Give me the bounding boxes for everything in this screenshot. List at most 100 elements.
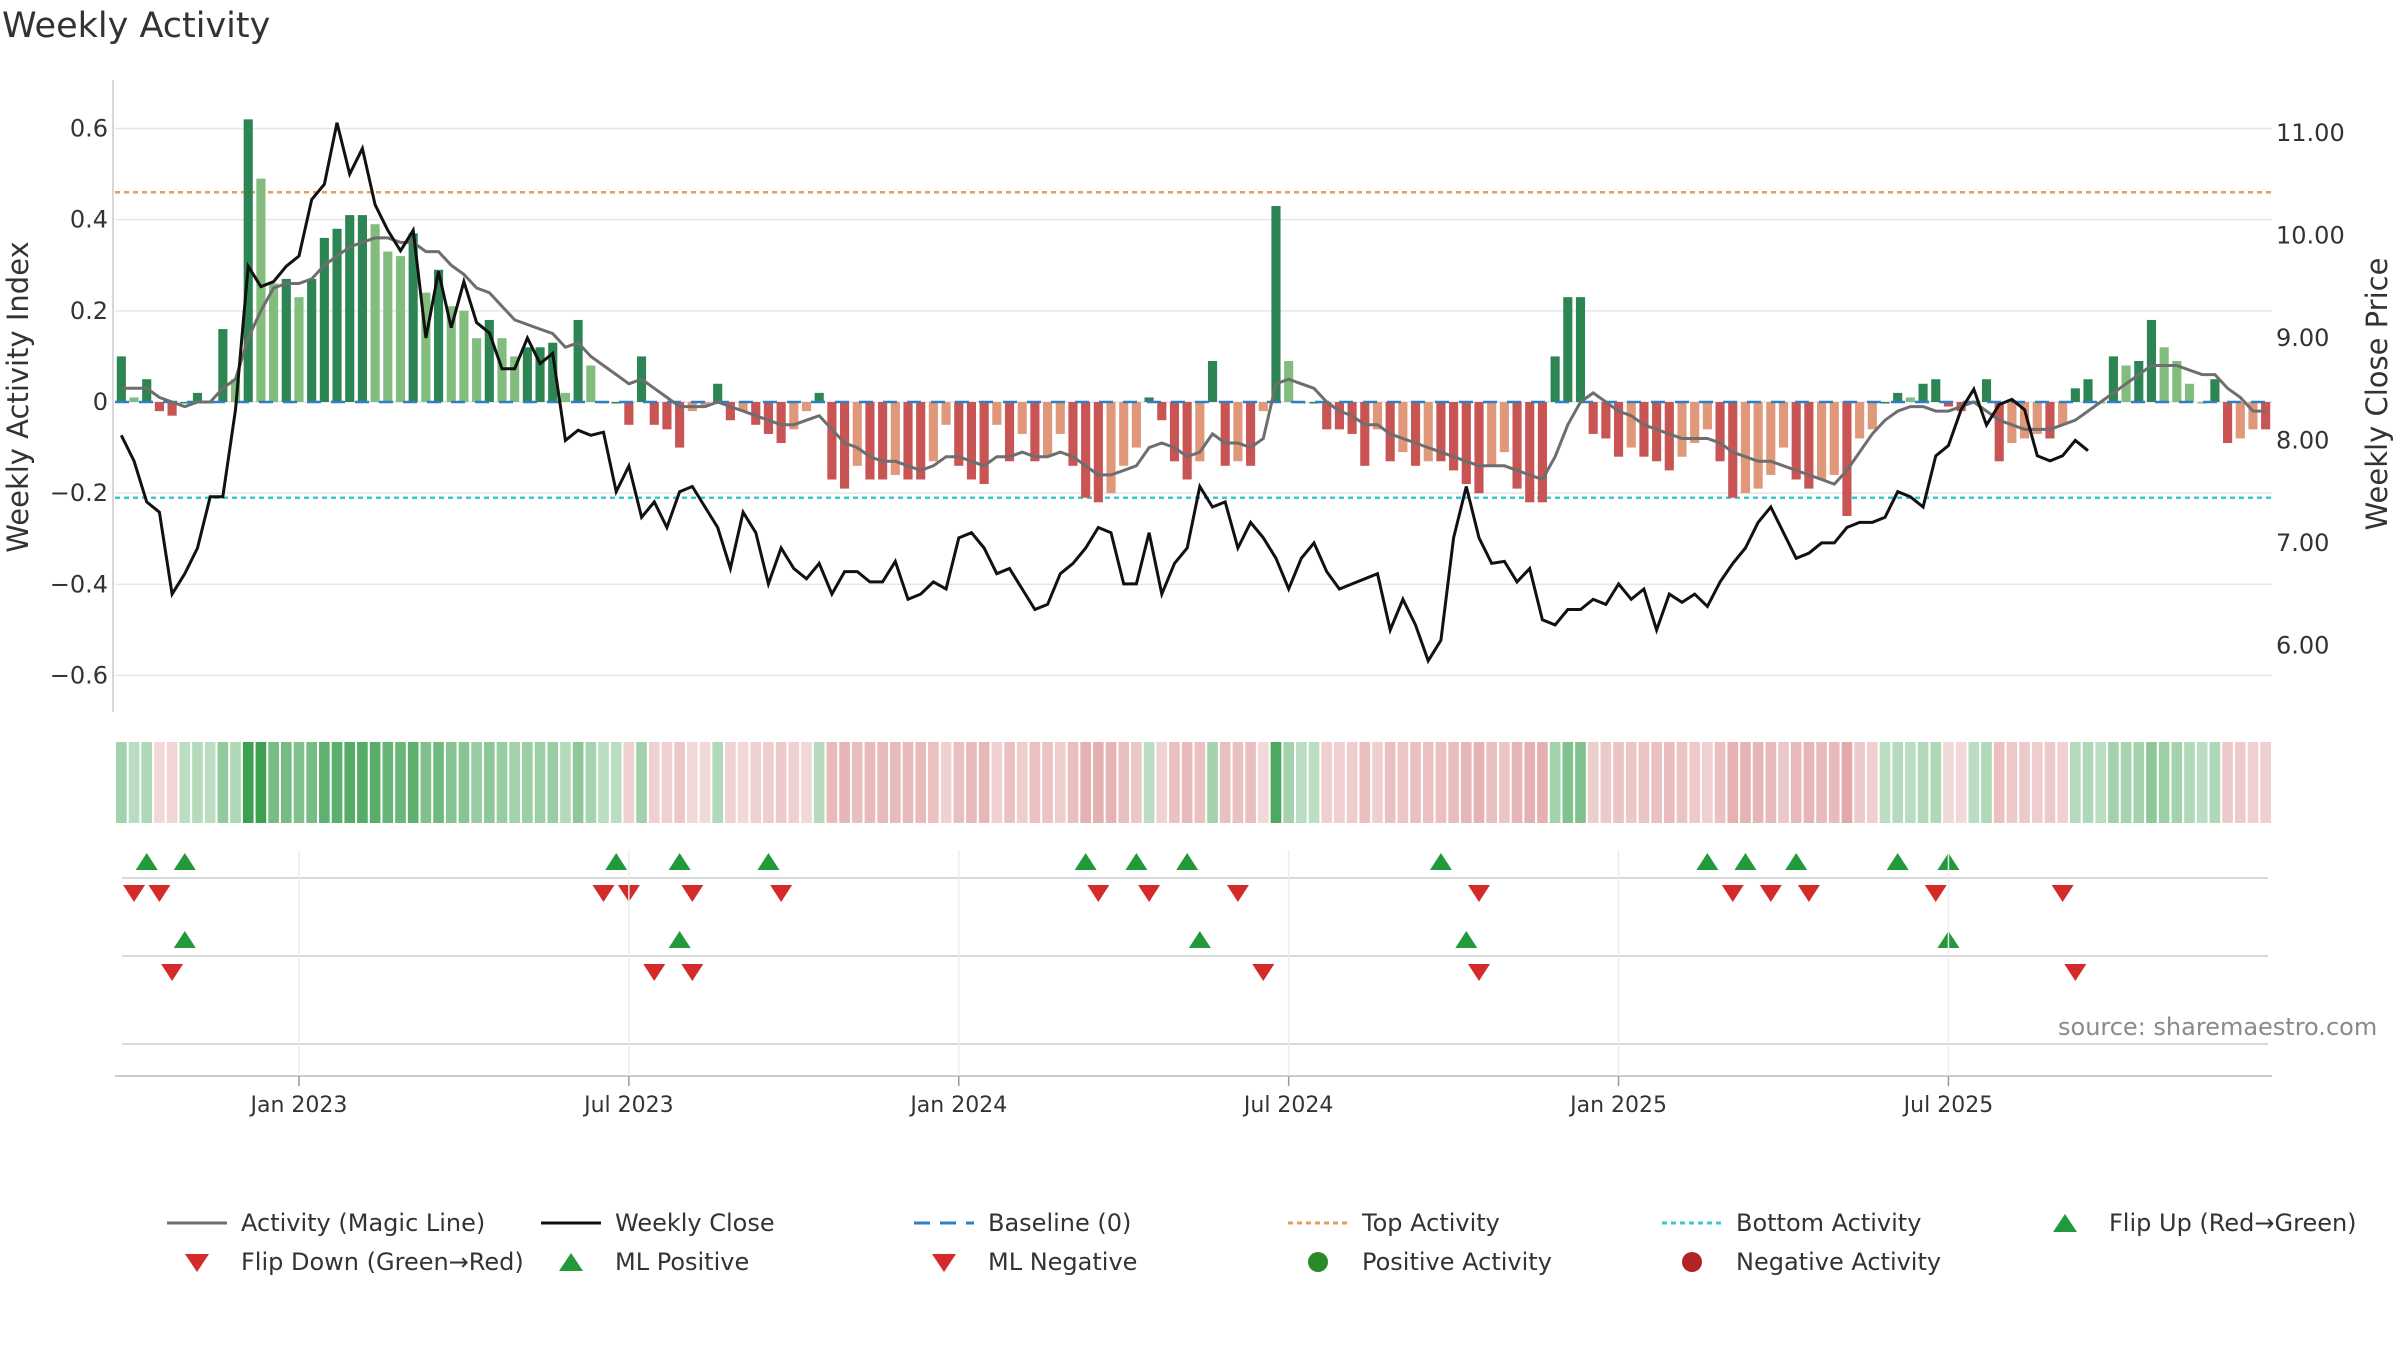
legend-label: Positive Activity	[1362, 1248, 1552, 1276]
activity-bar	[840, 402, 850, 489]
ml-positive-marker	[173, 931, 196, 948]
activity-bar	[2007, 402, 2017, 444]
heat-strip-cell	[547, 742, 559, 823]
heat-strip-cell	[1460, 742, 1472, 823]
heat-strip-cell	[674, 742, 685, 823]
activity-bar	[1157, 402, 1167, 421]
activity-bar	[2184, 383, 2195, 402]
activity-bar	[1639, 402, 1649, 457]
heat-strip-cell	[433, 742, 444, 823]
y-axis-right-title: Weekly Close Price	[2360, 257, 2394, 531]
ml-positive-marker	[1188, 931, 1211, 948]
activity-bar	[1652, 402, 1662, 462]
heat-strip-cell	[1219, 742, 1231, 823]
heat-strip-cell	[293, 742, 305, 823]
heat-strip-cell	[1537, 742, 1548, 823]
activity-bar	[1220, 402, 1230, 466]
activity-bar	[1613, 402, 1624, 457]
heat-strip-cell	[1549, 742, 1561, 823]
flip-up-marker	[668, 853, 691, 870]
activity-bar	[763, 402, 774, 434]
y-right-tick-label: 10.00	[2276, 221, 2345, 249]
activity-bar	[294, 297, 304, 402]
heat-strip-cell	[572, 742, 584, 823]
x-tick-label: Jan 2025	[1568, 1093, 1667, 1118]
heat-strip-cell	[1778, 742, 1789, 823]
heat-strip-cell	[1422, 742, 1434, 823]
activity-bar	[395, 256, 406, 402]
heat-strip-cell	[851, 742, 863, 823]
ml-negative-marker	[1252, 964, 1275, 981]
heat-strip-cell	[1993, 742, 2005, 823]
heat-strip-cell	[2171, 742, 2183, 823]
activity-bar	[1563, 297, 1573, 402]
legend-item-ml-positive: ML Positive	[541, 1246, 749, 1278]
activity-bar	[1182, 402, 1192, 480]
legend-label: Bottom Activity	[1736, 1209, 1922, 1237]
legend-label: Activity (Magic Line)	[241, 1209, 486, 1237]
heat-strip-cell	[1866, 742, 1878, 823]
ml-negative-marker	[681, 964, 704, 981]
activity-bar	[1918, 383, 1928, 402]
heat-strip-cell	[1321, 742, 1333, 823]
activity-bar	[852, 402, 862, 466]
legend-label: ML Negative	[988, 1248, 1138, 1276]
activity-bar	[1804, 402, 1814, 489]
activity-bar	[2172, 360, 2182, 402]
heat-strip-cell	[1435, 742, 1447, 823]
activity-bar	[1334, 402, 1344, 430]
heat-strip-cell	[1917, 742, 1929, 823]
heat-strip-cell	[737, 742, 749, 823]
activity-bar	[522, 347, 532, 402]
heat-strip-cell	[1702, 742, 1713, 823]
activity-bar	[903, 402, 913, 480]
heat-strip-cell	[2146, 742, 2157, 823]
heat-strip-cell	[1143, 742, 1155, 823]
legend-item-baseline: Baseline (0)	[914, 1207, 1131, 1239]
activity-bar	[2261, 402, 2271, 430]
activity-bar	[2197, 402, 2207, 404]
heat-strip-cell	[661, 742, 673, 823]
heat-strip-cell	[1905, 742, 1916, 823]
heat-strip-cell	[1410, 742, 1421, 823]
heat-strip-cell	[471, 742, 482, 823]
heat-strip-cell	[966, 742, 977, 823]
legend-item-flip-up: Flip Up (Red→Green)	[2035, 1207, 2357, 1239]
y-left-tick-label: 0.2	[70, 297, 108, 325]
activity-bar	[662, 402, 672, 430]
heat-strip-cell	[1232, 742, 1244, 823]
y-right-tick-label: 11.00	[2276, 119, 2345, 147]
heat-strip-cell	[1131, 742, 1142, 823]
activity-bar	[700, 402, 710, 407]
activity-bar	[548, 342, 558, 402]
activity-bar	[916, 402, 926, 480]
heat-strip-cell	[242, 742, 254, 823]
heat-strip-cell	[1638, 742, 1650, 823]
heat-strip-cell	[1943, 742, 1954, 823]
activity-bar	[1271, 205, 1281, 402]
activity-bar	[649, 402, 659, 425]
ml-negative-marker	[643, 964, 666, 981]
heat-strip-cell	[331, 742, 343, 823]
circle-icon	[1682, 1252, 1702, 1272]
activity-bar	[1512, 402, 1522, 489]
y-right-tick-label: 8.00	[2276, 426, 2329, 454]
activity-bar	[751, 402, 761, 425]
heat-strip-cell	[522, 742, 533, 823]
y-left-tick-label: 0.4	[70, 206, 108, 234]
heat-strip-cell	[763, 742, 774, 823]
activity-bar	[116, 356, 126, 402]
heat-strip-cell	[699, 742, 711, 823]
flip-down-marker	[1138, 885, 1161, 902]
heat-strip-cell	[1663, 742, 1675, 823]
heat-strip-cell	[826, 742, 838, 823]
flip-up-marker	[605, 853, 628, 870]
activity-bar	[1816, 402, 1827, 480]
activity-bar	[1575, 297, 1586, 402]
heat-strip-cell	[1511, 742, 1523, 823]
heat-strip-cell	[268, 742, 279, 823]
heat-strip-cell	[319, 742, 330, 823]
flip-down-marker	[592, 885, 615, 902]
activity-bar	[1931, 379, 1941, 402]
heat-strip-cell	[509, 742, 521, 823]
